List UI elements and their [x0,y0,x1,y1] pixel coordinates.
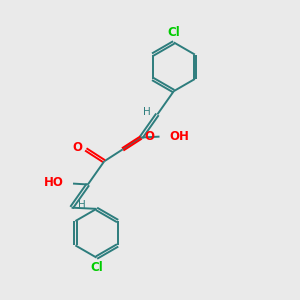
Text: OH: OH [169,130,189,142]
Text: HO: HO [44,176,64,190]
Text: Cl: Cl [167,26,180,38]
Text: H: H [78,200,86,210]
Text: Cl: Cl [90,262,103,275]
Text: H: H [143,107,151,117]
Text: O: O [145,130,155,142]
Text: O: O [72,141,82,154]
